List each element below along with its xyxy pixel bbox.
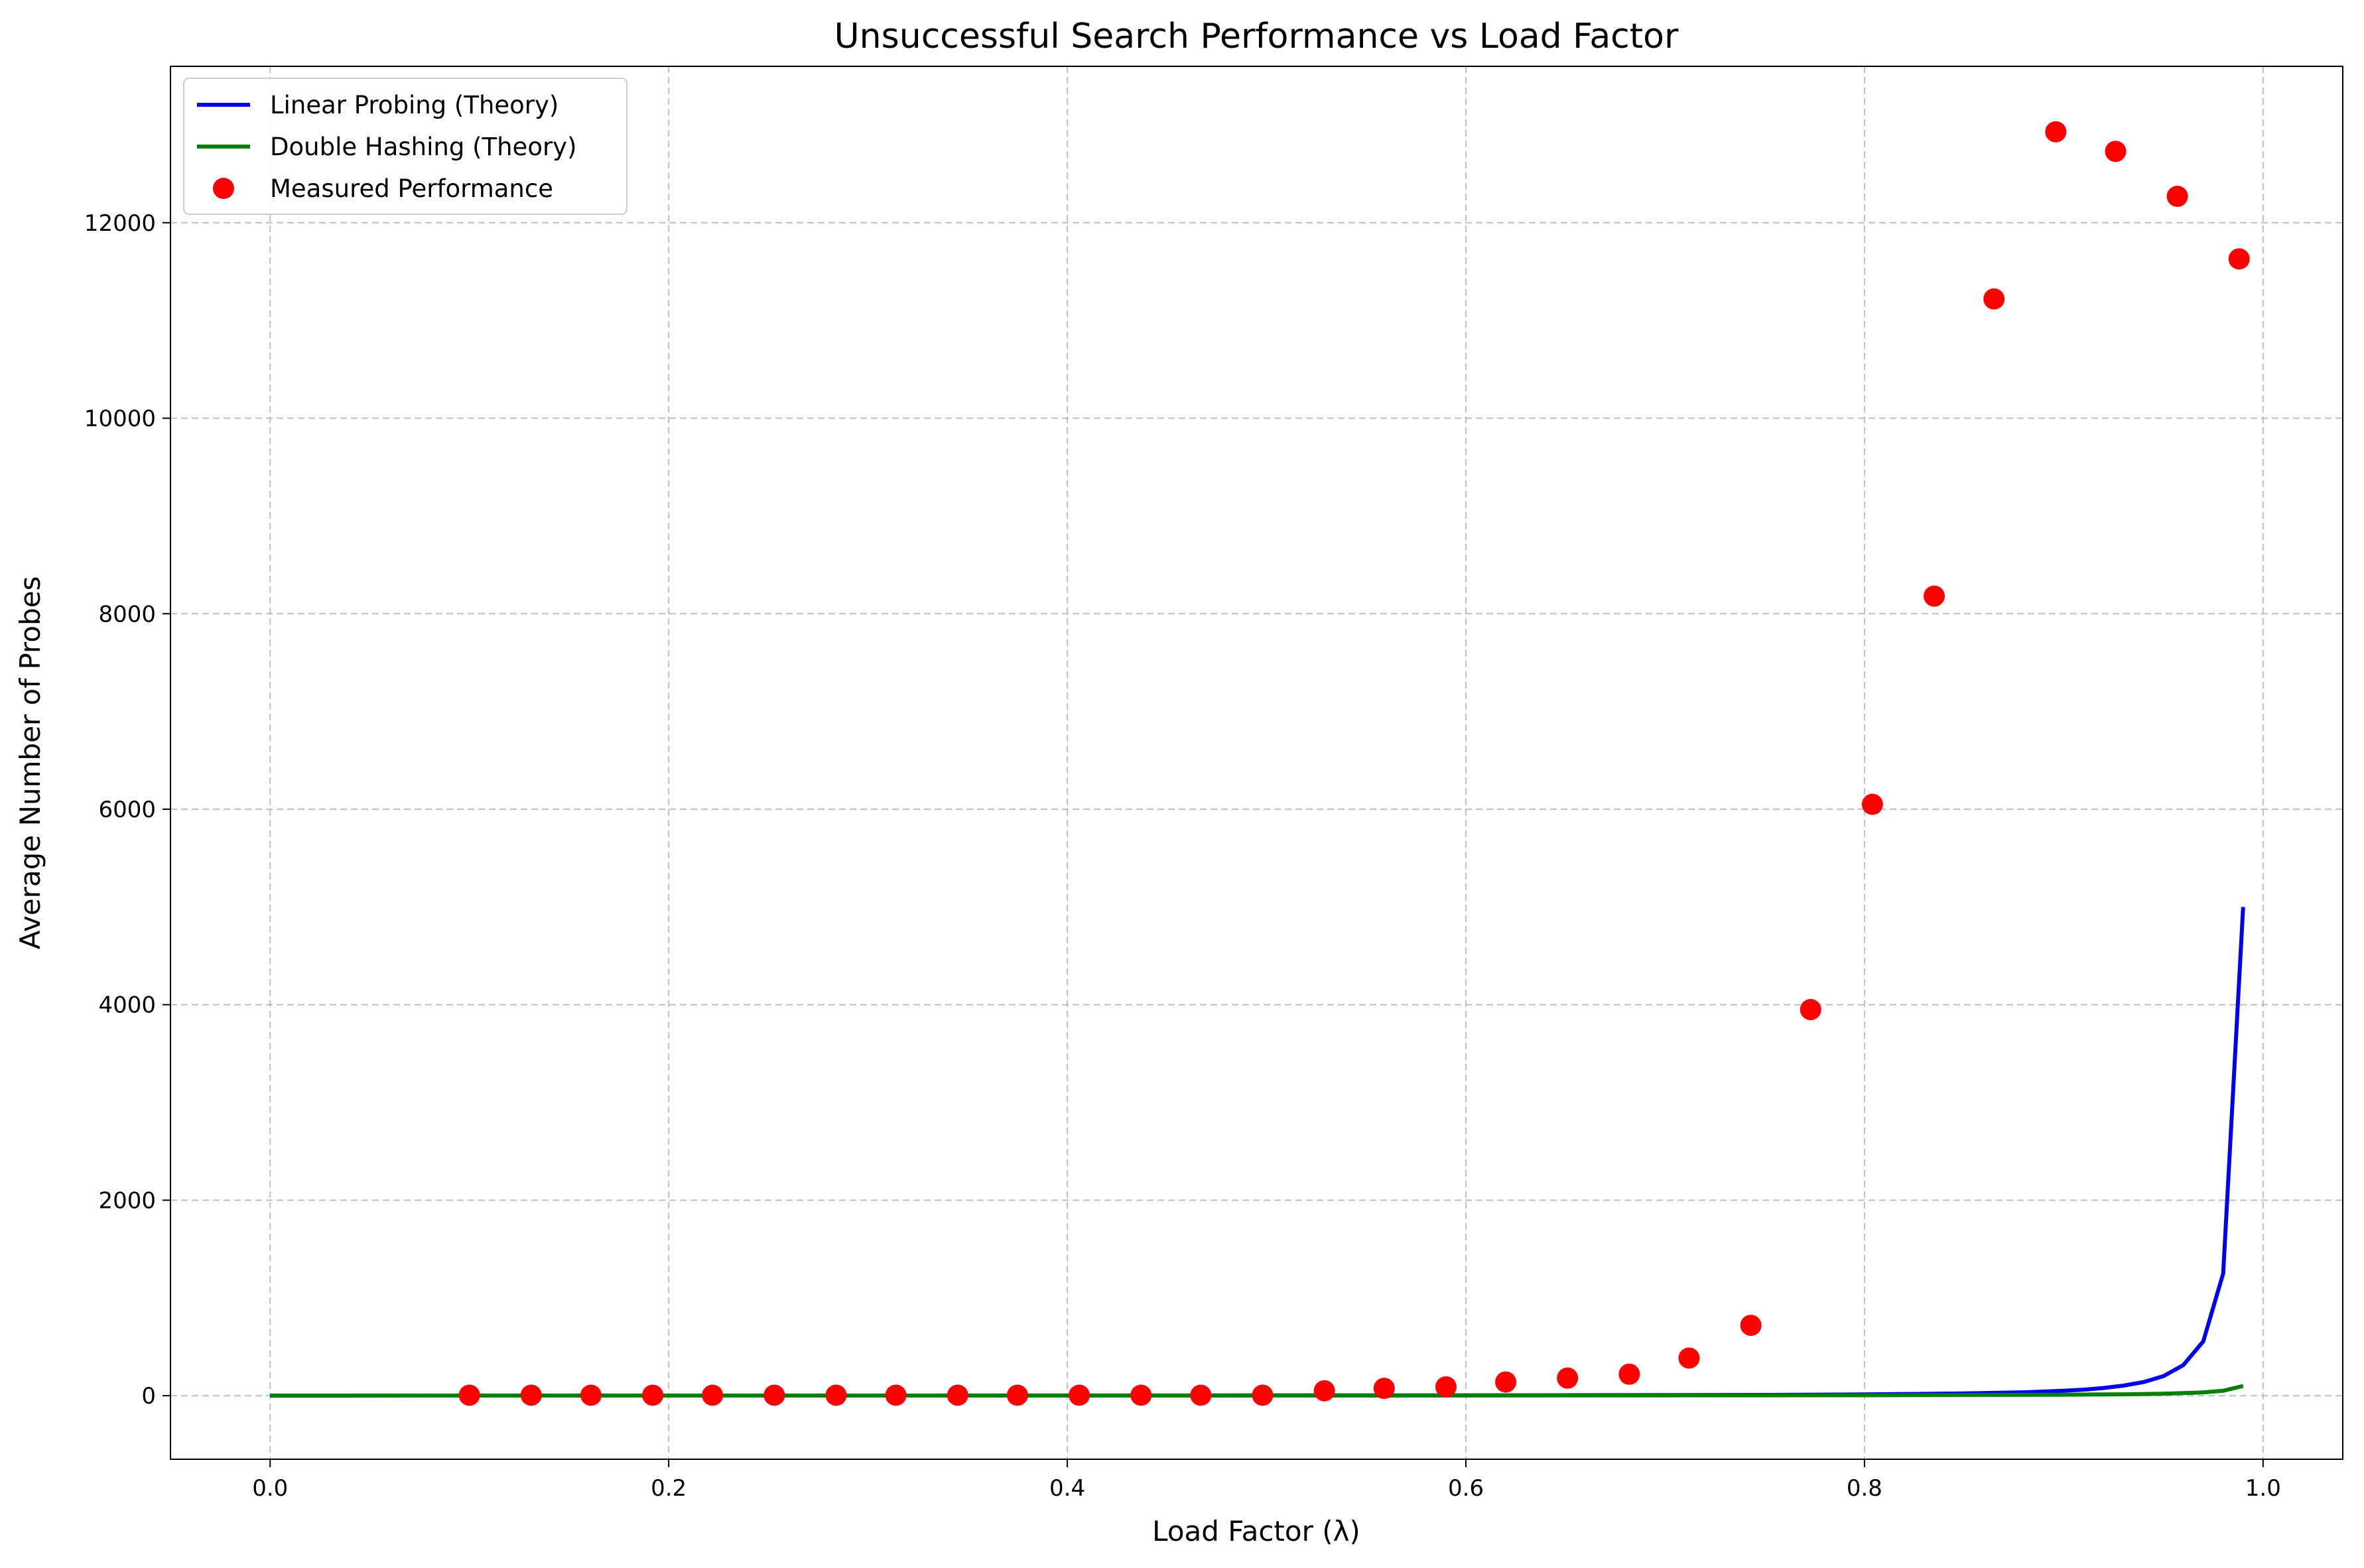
series-line-double-hashing-theory xyxy=(270,1384,2244,1398)
x-tick-label: 0.6 xyxy=(1448,1475,1484,1502)
data-point-measured-performance xyxy=(2228,248,2250,270)
y-tick-label: 8000 xyxy=(98,601,156,627)
x-tick-label: 0.4 xyxy=(1049,1475,1085,1502)
legend-swatch-measured-performance xyxy=(213,178,234,199)
y-tick-label: 12000 xyxy=(84,210,156,237)
data-point-measured-performance xyxy=(458,1384,480,1406)
data-point-measured-performance xyxy=(2105,141,2127,163)
data-point-measured-performance xyxy=(1495,1371,1517,1393)
x-tick-label: 0.0 xyxy=(252,1475,288,1502)
y-tick-label: 10000 xyxy=(84,406,156,432)
chart-title: Unsuccessful Search Performance vs Load … xyxy=(834,17,1679,56)
axis-ticks: 0.0 0.2 0.4 0.6 0.8 1.0 0 2000 4000 6000 8000 10000… xyxy=(84,210,2281,1502)
plot-area xyxy=(270,121,2250,1406)
data-point-measured-performance xyxy=(1069,1384,1090,1406)
data-point-measured-performance xyxy=(1435,1376,1457,1398)
data-point-measured-performance xyxy=(885,1384,907,1406)
data-point-measured-performance xyxy=(642,1384,664,1406)
plot-frame xyxy=(170,66,2343,1460)
data-point-measured-performance xyxy=(1924,585,1945,607)
legend-label-linear-probing-theory: Linear Probing (Theory) xyxy=(270,91,558,119)
x-axis-label: Load Factor (λ) xyxy=(1152,1515,1360,1547)
legend: Linear Probing (Theory) Double Hashing (T… xyxy=(183,78,627,215)
data-point-measured-performance xyxy=(580,1384,602,1406)
data-point-measured-performance xyxy=(1861,793,1883,815)
x-tick-label: 0.8 xyxy=(1847,1475,1882,1502)
data-point-measured-performance xyxy=(1373,1378,1395,1400)
y-tick-label: 6000 xyxy=(98,797,156,823)
data-point-measured-performance xyxy=(702,1384,724,1406)
data-point-measured-performance xyxy=(2045,121,2067,143)
legend-label-measured-performance: Measured Performance xyxy=(270,174,553,203)
x-tick-label: 1.0 xyxy=(2245,1475,2281,1502)
data-point-measured-performance xyxy=(1313,1380,1335,1402)
y-tick-label: 0 xyxy=(141,1383,156,1409)
legend-label-double-hashing-theory: Double Hashing (Theory) xyxy=(270,133,577,161)
data-point-measured-performance xyxy=(1130,1384,1152,1406)
y-tick-label: 2000 xyxy=(98,1187,156,1214)
data-point-measured-performance xyxy=(1557,1367,1579,1389)
data-point-measured-performance xyxy=(1252,1384,1274,1406)
data-point-measured-performance xyxy=(2166,186,2188,207)
data-point-measured-performance xyxy=(1618,1363,1640,1385)
x-tick-label: 0.2 xyxy=(651,1475,687,1502)
data-point-measured-performance xyxy=(1678,1347,1700,1369)
data-point-measured-performance xyxy=(1740,1315,1762,1337)
data-point-measured-performance xyxy=(825,1384,847,1406)
data-point-measured-performance xyxy=(1983,288,2005,310)
data-point-measured-performance xyxy=(763,1384,785,1406)
y-tick-label: 4000 xyxy=(98,992,156,1019)
data-point-measured-performance xyxy=(1800,999,1821,1021)
data-point-measured-performance xyxy=(520,1384,542,1406)
legend-box xyxy=(183,78,627,215)
data-point-measured-performance xyxy=(1006,1384,1028,1406)
data-point-measured-performance xyxy=(947,1384,968,1406)
data-point-measured-performance xyxy=(1190,1384,1212,1406)
y-axis-label: Average Number of Probes xyxy=(14,576,46,950)
